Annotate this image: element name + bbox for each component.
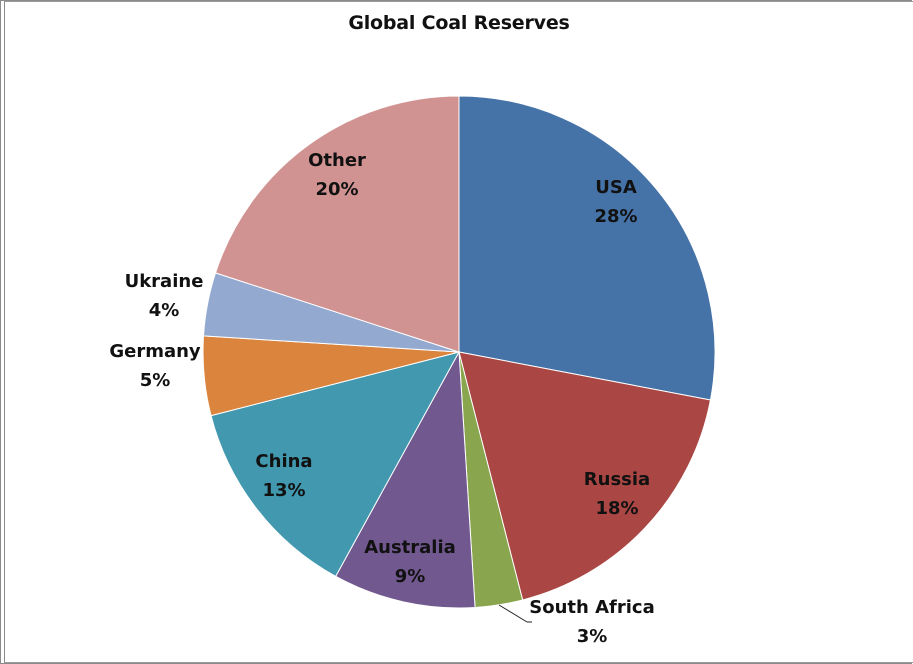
data-label-value-germany: 5% <box>140 370 171 391</box>
chart-area-border <box>4 1 913 663</box>
pie-slice-china <box>210 351 460 578</box>
pie-slice-other <box>214 95 460 353</box>
data-label-name-other: Other <box>308 150 366 171</box>
pie-slice-australia <box>334 350 476 609</box>
pie-slice-russia <box>458 351 712 601</box>
data-label-value-ukraine: 4% <box>149 300 180 321</box>
pie-slices <box>202 95 716 609</box>
pie-slice-usa <box>458 95 716 401</box>
data-label-name-germany: Germany <box>109 341 201 362</box>
pie-data-labels: USA 28% Russia 18% South Africa 3% Australia 9%… <box>109 150 654 647</box>
data-label-value-australia: 9% <box>395 566 426 587</box>
data-label-name-russia: Russia <box>584 469 650 490</box>
data-label-name-usa: USA <box>595 177 637 198</box>
chart-title: Global Coal Reserves <box>348 12 570 34</box>
data-label-value-usa: 28% <box>594 206 637 227</box>
data-label-value-other: 20% <box>315 179 358 200</box>
data-label-name-south-africa: South Africa <box>529 597 654 618</box>
data-label-name-china: China <box>255 451 312 472</box>
data-label-value-russia: 18% <box>595 498 638 519</box>
data-label-name-australia: Australia <box>364 537 456 558</box>
data-label-value-china: 13% <box>262 480 305 501</box>
data-label-name-ukraine: Ukraine <box>125 271 204 292</box>
data-label-value-south-africa: 3% <box>577 626 608 647</box>
south-africa-leader-line <box>498 604 528 623</box>
